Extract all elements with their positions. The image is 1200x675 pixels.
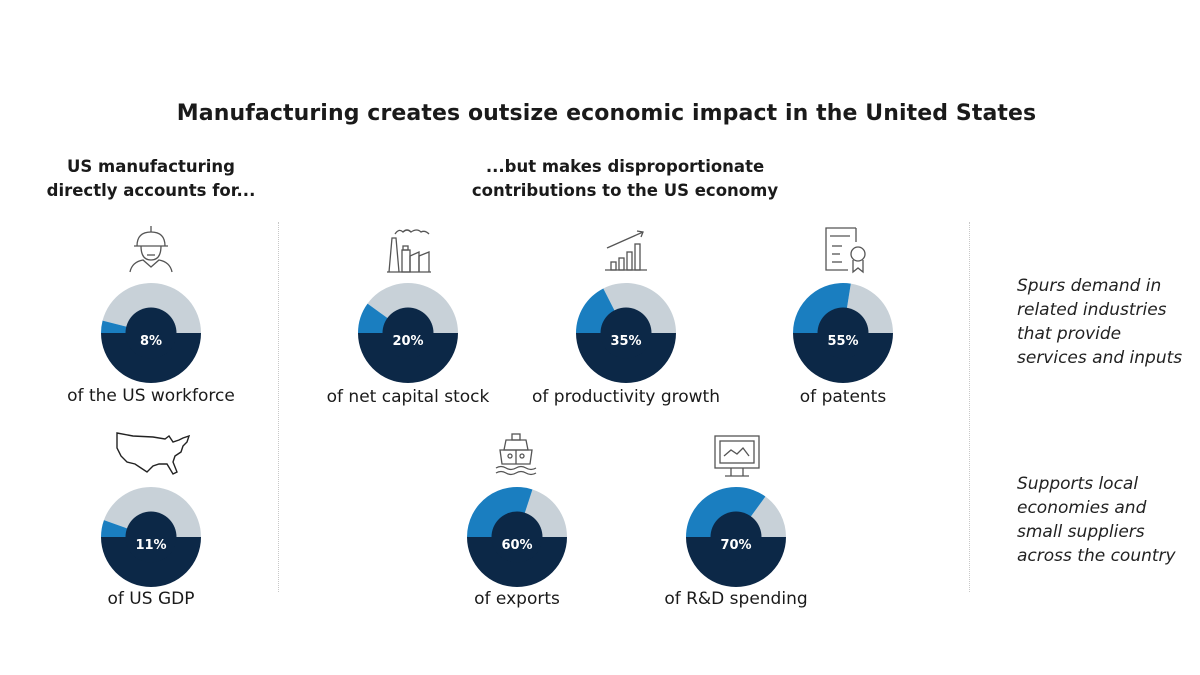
label-rnd: of R&D spending <box>664 589 808 609</box>
gauge-fill-capital <box>358 303 388 333</box>
ship-icon <box>494 432 540 482</box>
divider-left <box>278 222 279 592</box>
divider-right <box>969 222 970 592</box>
gauge-productivity: 35% <box>576 283 676 383</box>
gauge-remaining-rnd <box>750 496 786 537</box>
value-label-rnd: 70% <box>720 538 751 553</box>
gauge-workforce: 8% <box>101 282 201 383</box>
subtitle-direct: US manufacturing directly accounts for..… <box>46 157 256 200</box>
value-label-exports: 60% <box>501 538 532 553</box>
gauge-fill-gdp <box>101 520 128 537</box>
label-workforce: of the US workforce <box>67 386 235 406</box>
value-label-productivity: 35% <box>610 334 641 349</box>
gauge-fill-productivity <box>576 288 615 333</box>
factory-icon <box>385 226 433 278</box>
subtitle-contributions: ...but makes disproportionate contributi… <box>471 157 779 200</box>
gauge-center-workforce <box>125 307 177 359</box>
gauge-remaining-exports <box>524 489 567 537</box>
value-label-workforce: 8% <box>140 334 162 349</box>
gauge-patents: 55% <box>793 282 893 383</box>
note-spurs-demand: Spurs demand in related industries that … <box>1017 276 1183 368</box>
value-label-capital: 20% <box>392 334 423 349</box>
label-exports: of exports <box>474 589 560 609</box>
value-label-patents: 55% <box>827 334 858 349</box>
gauge-center-productivity <box>600 307 652 359</box>
gauge-center-capital <box>382 307 434 359</box>
label-patents: of patents <box>799 387 887 407</box>
monitor-chart-icon <box>713 434 761 484</box>
gauge-center-rnd <box>710 511 762 563</box>
gauge-capital: 20% <box>358 283 458 383</box>
gauge-fill-patents <box>793 282 851 333</box>
worker-hardhat-icon <box>127 224 175 278</box>
value-label-gdp: 11% <box>135 538 166 553</box>
gauge-gdp: 11% <box>101 487 201 587</box>
gauge-rnd: 70% <box>686 486 786 587</box>
label-capital: of net capital stock <box>326 387 490 407</box>
gauge-exports: 60% <box>467 487 567 587</box>
label-gdp: of US GDP <box>107 589 195 609</box>
gauge-remaining-patents <box>846 283 893 333</box>
note-supports-local: Supports local economies and small suppl… <box>1017 474 1176 566</box>
gauge-center-gdp <box>125 511 177 563</box>
gauge-center-patents <box>817 307 869 359</box>
gauge-fill-workforce <box>101 320 127 333</box>
gauge-center-exports <box>491 511 543 563</box>
gauge-fill-exports <box>467 487 533 537</box>
certificate-icon <box>822 226 868 278</box>
growth-chart-icon <box>603 228 649 278</box>
label-productivity: of productivity growth <box>532 387 720 407</box>
gauge-remaining-productivity <box>603 283 676 333</box>
chart-title: Manufacturing creates outsize economic i… <box>176 101 1037 126</box>
us-map-icon <box>113 428 193 482</box>
gauge-fill-rnd <box>686 486 766 537</box>
